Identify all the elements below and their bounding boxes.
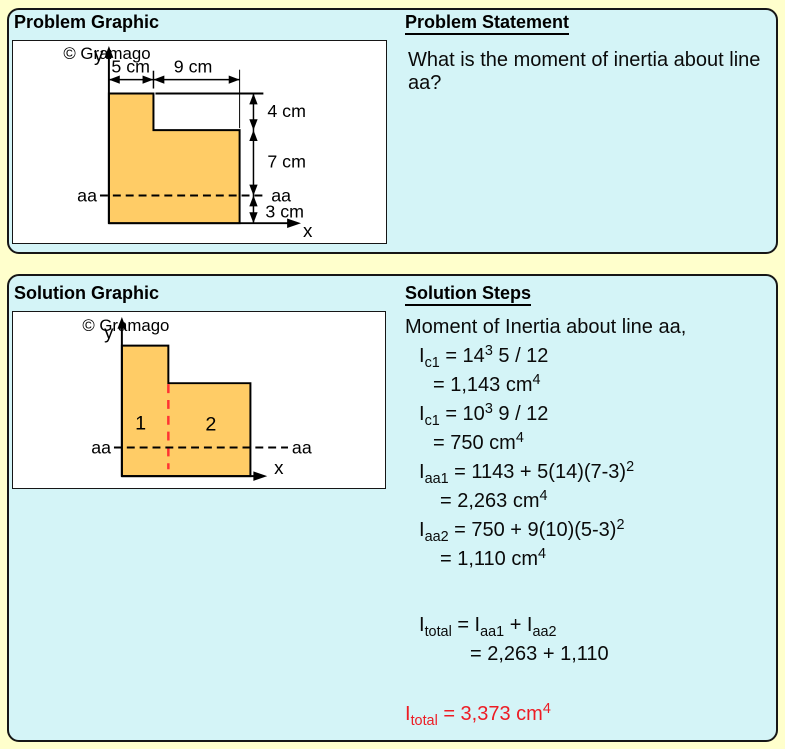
region-1-label: 1 [135, 413, 146, 435]
problem-statement-text: What is the moment of inertia about line… [408, 49, 761, 94]
l-shape [120, 344, 252, 478]
solution-steps-lines: Moment of Inertia about line aa, Ic1 = 14… [405, 315, 777, 729]
x-axis-label: x [303, 220, 313, 241]
problem-graphic-title: Problem Graphic [14, 12, 160, 32]
y-axis-arrow-icon [104, 45, 114, 58]
dim-arrow-icon [249, 184, 258, 196]
solution-step-line: Moment of Inertia about line aa, [405, 316, 687, 338]
y-axis-label: y [94, 44, 104, 65]
solution-step-line: = 2,263 + 1,110 [470, 643, 609, 665]
solution-step-line: = 750 cm4 [433, 430, 524, 454]
x-axis-label: x [274, 457, 284, 478]
problem-statement-title: Problem Statement [405, 12, 570, 35]
x-axis-arrow-icon [287, 218, 301, 228]
problem-diagram: © Gramago y x 5 cm 9 cm 4 cm 7 cm 3 cm [63, 44, 313, 241]
solution-step-line: = 2,263 cm4 [440, 488, 548, 512]
solution-step-line: Iaa1 = 1143 + 5(14)(7-3)2 [419, 459, 635, 487]
solution-step-line: Ic1 = 143 5 / 12 [419, 343, 549, 371]
solution-step-line: Iaa2 = 750 + 9(10)(5-3)2 [419, 517, 625, 545]
x-axis-arrow-icon [253, 471, 268, 481]
dim-3cm-label: 3 cm [265, 201, 304, 221]
dim-arrow-icon [249, 212, 258, 224]
dim-arrow-icon [108, 75, 120, 84]
dim-arrow-icon [249, 119, 258, 131]
solution-step-line: Ic1 = 103 9 / 12 [419, 401, 549, 429]
dim-4cm-label: 4 cm [267, 101, 306, 121]
y-axis-arrow-icon [117, 316, 127, 329]
solution-step-line: Itotal = 3,373 cm4 [405, 701, 551, 729]
problem-diagram-box: © Gramago y x 5 cm 9 cm 4 cm 7 cm 3 cm [12, 40, 387, 244]
dim-7cm-label: 7 cm [267, 152, 306, 172]
dim-9cm-label: 9 cm [174, 57, 213, 77]
dim-arrow-icon [228, 75, 240, 84]
aa-label-left: aa [91, 437, 111, 457]
l-shape [107, 92, 241, 225]
dim-arrow-icon [142, 75, 154, 84]
solution-steps-title-text: Solution Steps [405, 283, 531, 306]
solution-step-line: = 1,143 cm4 [433, 372, 541, 396]
solution-step-line: = 1,110 cm4 [440, 546, 547, 570]
aa-label-left: aa [77, 185, 97, 205]
dim-arrow-icon [153, 75, 165, 84]
solution-diagram: © Gramago y x 1 2 aa aa [82, 316, 312, 481]
dim-arrow-icon [249, 93, 258, 105]
solution-steps-title: Solution Steps [405, 283, 531, 306]
solution-step-line: Itotal = Iaa1 + Iaa2 [419, 614, 557, 640]
dim-arrow-icon [249, 130, 258, 142]
solution-graphic-title: Solution Graphic [14, 283, 160, 303]
watermark-text: © Gramago [82, 316, 169, 335]
dim-5cm-label: 5 cm [111, 57, 150, 77]
aa-label-right: aa [292, 437, 312, 457]
region-2-label: 2 [205, 414, 216, 436]
y-axis-label: y [104, 322, 114, 343]
solution-diagram-box: © Gramago y x 1 2 aa aa [12, 311, 386, 489]
dim-arrow-icon [249, 195, 258, 207]
aa-label-right: aa [271, 185, 291, 205]
problem-statement-title-text: Problem Statement [405, 12, 570, 35]
